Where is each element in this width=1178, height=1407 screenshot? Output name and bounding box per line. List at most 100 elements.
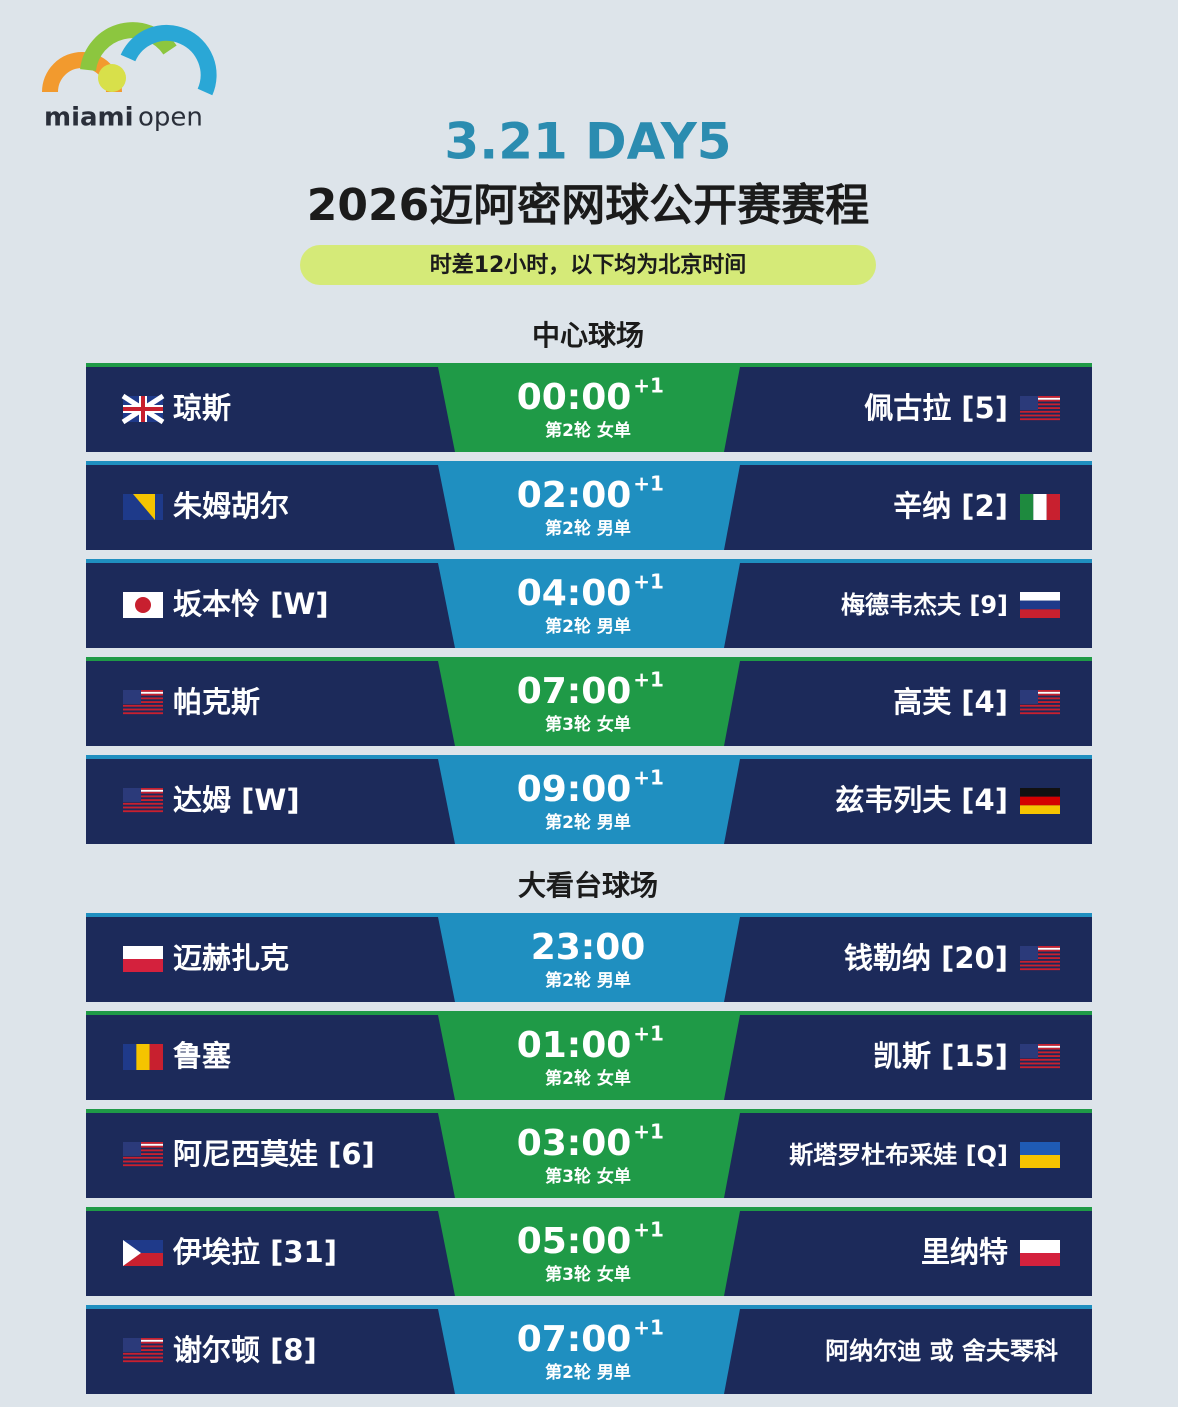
match-round: 第2轮 男单 (545, 518, 631, 539)
flag-part (136, 1044, 150, 1070)
flag-part (123, 1142, 163, 1144)
match-round: 第2轮 男单 (545, 812, 631, 833)
date-title: 3.21 DAY5 (444, 113, 731, 171)
right-player: 里纳特 (921, 1235, 1008, 1269)
flag-part (1020, 697, 1060, 700)
flag-part (123, 1341, 163, 1344)
match-round: 第3轮 女单 (545, 714, 631, 735)
flag-part (1020, 690, 1060, 692)
row-accent (86, 1207, 1092, 1212)
flag-part (1020, 701, 1060, 703)
flag-part (123, 701, 163, 703)
flag (123, 1142, 163, 1167)
match-round: 第3轮 女单 (545, 1264, 631, 1285)
row-accent (86, 913, 1092, 918)
flag-part (1020, 592, 1060, 601)
left-player: 朱姆胡尔 (173, 489, 289, 523)
flag-part (123, 1339, 163, 1342)
match-time: 23:00 (531, 927, 646, 968)
flag (1020, 396, 1060, 421)
match-row: 伊埃拉 [31] 里纳特 05:00 +1 第3轮 女单 (86, 1207, 1092, 1296)
main-title: 2026迈阿密网球公开赛赛程 (307, 180, 869, 231)
flag-part (123, 697, 163, 700)
row-center (438, 563, 740, 648)
left-player: 谢尔顿 [8] (173, 1333, 317, 1367)
flag-part (123, 708, 163, 711)
flag-part (133, 494, 155, 520)
next-day: +1 (633, 1218, 664, 1242)
match-time: 03:00 (517, 1123, 632, 1164)
left-player: 阿尼西莫娃 [6] (173, 1137, 375, 1171)
match-time: 07:00 (517, 1319, 632, 1360)
flag-part (1020, 609, 1060, 618)
match-row: 阿尼西莫娃 [6] 斯塔罗杜布采娃 [Q] 03:00 +1 第3轮 女单 (86, 1109, 1092, 1198)
flag-part (123, 1145, 163, 1148)
flag (123, 788, 163, 813)
flag-part (123, 1044, 137, 1070)
flag-part (123, 690, 141, 705)
right-player: 辛纳 [2] (893, 489, 1008, 523)
flag-part (1020, 949, 1060, 952)
flag-part (123, 799, 163, 801)
row-center (438, 1309, 740, 1394)
flag-part (1020, 396, 1038, 411)
flag-part (123, 1356, 163, 1359)
flag-part (123, 693, 163, 696)
row-center (438, 759, 740, 844)
match-row: 朱姆胡尔 辛纳 [2] 02:00 +1 第2轮 男单 (86, 461, 1092, 550)
match-time: 07:00 (517, 671, 632, 712)
flag-part (1020, 964, 1060, 967)
left-player: 帕克斯 (173, 685, 260, 719)
match-row: 谢尔顿 [8] 阿纳尔迪 或 舍夫琴科 07:00 +1 第2轮 男单 (86, 1305, 1092, 1394)
right-player: 佩古拉 [5] (864, 391, 1008, 425)
flag-part (123, 795, 163, 798)
next-day: +1 (633, 1022, 664, 1046)
match-time: 02:00 (517, 475, 632, 516)
logo-ball (98, 64, 126, 92)
flag-part (123, 1345, 163, 1348)
next-day: +1 (633, 570, 664, 594)
row-center (438, 661, 740, 746)
flag (1020, 690, 1060, 715)
flag (123, 494, 163, 520)
right-player: 阿纳尔迪 或 舍夫琴科 (825, 1337, 1058, 1365)
flag-part (1020, 396, 1060, 398)
match-row: 琼斯 佩古拉 [5] 00:00 +1 第2轮 女单 (86, 363, 1092, 452)
flag (121, 393, 165, 425)
flag-part (1020, 1045, 1060, 1048)
flag (1020, 788, 1060, 814)
flag-part (1020, 600, 1060, 610)
left-player: 达姆 [W] (173, 783, 300, 817)
flag-part (123, 1160, 163, 1163)
match-row: 鲁塞 凯斯 [15] 01:00 +1 第2轮 女单 (86, 1011, 1092, 1100)
flag-part (123, 690, 163, 692)
flag-part (1020, 410, 1060, 413)
match-round: 第3轮 女单 (545, 1166, 631, 1187)
logo-name: miami (44, 103, 134, 133)
flag-part (1020, 946, 1038, 961)
row-accent (86, 1011, 1092, 1016)
match-time: 09:00 (517, 769, 632, 810)
flag-part (123, 810, 163, 813)
flag-part (123, 1338, 163, 1340)
flag-part (1046, 494, 1060, 520)
next-day: +1 (633, 668, 664, 692)
match-row: 达姆 [W] 兹韦列夫 [4] 09:00 +1 第2轮 男单 (86, 755, 1092, 844)
flag (1020, 946, 1060, 971)
match-round: 第2轮 女单 (545, 420, 631, 441)
right-player: 钱勒纳 [20] (844, 941, 1008, 975)
row-accent (86, 755, 1092, 760)
flag-part (123, 791, 163, 794)
flag-part (1020, 968, 1060, 971)
flag-part (123, 1338, 141, 1353)
flag-part (123, 407, 163, 411)
court-name: 中心球场 (532, 319, 644, 352)
left-player: 伊埃拉 [31] (172, 1235, 337, 1269)
flag-part (1020, 1058, 1060, 1061)
flag-part (1020, 418, 1060, 421)
flag-part (123, 788, 163, 790)
match-round: 第2轮 男单 (545, 616, 631, 637)
flag-part (1020, 1142, 1060, 1155)
flag (123, 592, 163, 618)
